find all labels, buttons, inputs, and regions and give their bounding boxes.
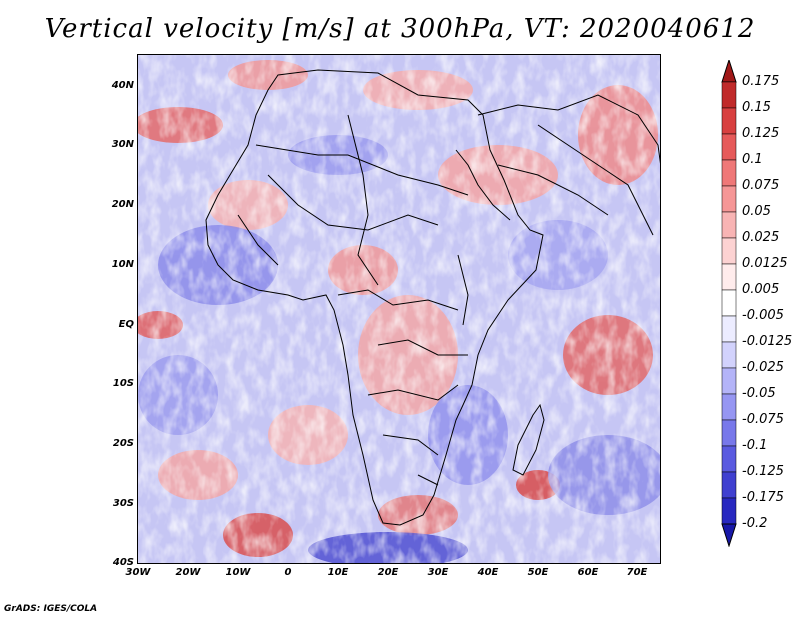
colorbar-cell <box>721 419 737 447</box>
lat-label-40n: 40N <box>111 80 134 91</box>
lon-label-0: 0 <box>284 567 292 578</box>
colorbar-cell <box>721 107 737 135</box>
colorbar-cell <box>721 237 737 265</box>
colorbar-label: -0.005 <box>742 308 784 323</box>
colorbar-cell <box>721 471 737 499</box>
colorbar-cell <box>721 393 737 421</box>
lat-label-10s: 10S <box>112 378 134 389</box>
lon-label-40e: 40E <box>477 567 499 578</box>
colorbar-cell <box>721 367 737 395</box>
colorbar-cell <box>721 289 737 317</box>
lon-label-60e: 60E <box>577 567 599 578</box>
lon-label-10w: 10W <box>225 567 251 578</box>
lon-label-50e: 50E <box>527 567 549 578</box>
colorbar-label: 0.175 <box>742 74 780 89</box>
colorbar-label: 0.05 <box>742 204 771 219</box>
lon-label-30e: 30E <box>427 567 449 578</box>
colorbar-label: -0.025 <box>742 360 784 375</box>
colorbar-label: 0.15 <box>742 100 771 115</box>
lat-label-20n: 20N <box>111 199 134 210</box>
lon-label-20w: 20W <box>175 567 201 578</box>
colorbar-label: -0.175 <box>742 490 784 505</box>
colorbar-label: 0.025 <box>742 230 780 245</box>
lat-label-10n: 10N <box>111 259 134 270</box>
colorbar-label: 0.075 <box>742 178 780 193</box>
colorbar-label: 0.125 <box>742 126 780 141</box>
colorbar-cell <box>721 211 737 239</box>
footer-credit: GrADS: IGES/COLA <box>4 604 98 614</box>
colorbar-cell <box>721 315 737 343</box>
colorbar-label: -0.0125 <box>742 334 793 349</box>
lon-label-10e: 10E <box>327 567 349 578</box>
colorbar-cell <box>721 159 737 187</box>
lat-label-20s: 20S <box>112 438 134 449</box>
lon-label-70e: 70E <box>626 567 648 578</box>
colorbar <box>721 60 737 547</box>
colorbar-label: -0.075 <box>742 412 784 427</box>
map-plot-area <box>137 54 661 564</box>
colorbar-label: 0.0125 <box>742 256 788 271</box>
lon-label-30w: 30W <box>125 567 151 578</box>
colorbar-label: -0.125 <box>742 464 784 479</box>
lat-label-40s: 40S <box>112 557 134 568</box>
colorbar-cell <box>721 445 737 473</box>
colorbar-cell <box>721 497 737 525</box>
colorbar-cell <box>721 81 737 109</box>
colorbar-cell <box>721 133 737 161</box>
colorbar-bottom-arrow <box>721 523 737 547</box>
map-title: Vertical velocity [m/s] at 300hPa, VT: 2… <box>44 14 756 44</box>
colorbar-label: -0.05 <box>742 386 776 401</box>
colorbar-label: -0.1 <box>742 438 768 453</box>
velocity-field <box>138 55 660 563</box>
colorbar-cell <box>721 185 737 213</box>
colorbar-cell <box>721 341 737 369</box>
colorbar-cell <box>721 263 737 291</box>
lon-label-20e: 20E <box>377 567 399 578</box>
lat-label-30s: 30S <box>112 498 134 509</box>
colorbar-label: 0.1 <box>742 152 763 167</box>
lat-label-30n: 30N <box>111 139 134 150</box>
colorbar-label: 0.005 <box>742 282 780 297</box>
lat-label-eq: EQ <box>118 319 134 330</box>
colorbar-top-arrow <box>721 60 737 83</box>
colorbar-label: -0.2 <box>742 516 768 531</box>
